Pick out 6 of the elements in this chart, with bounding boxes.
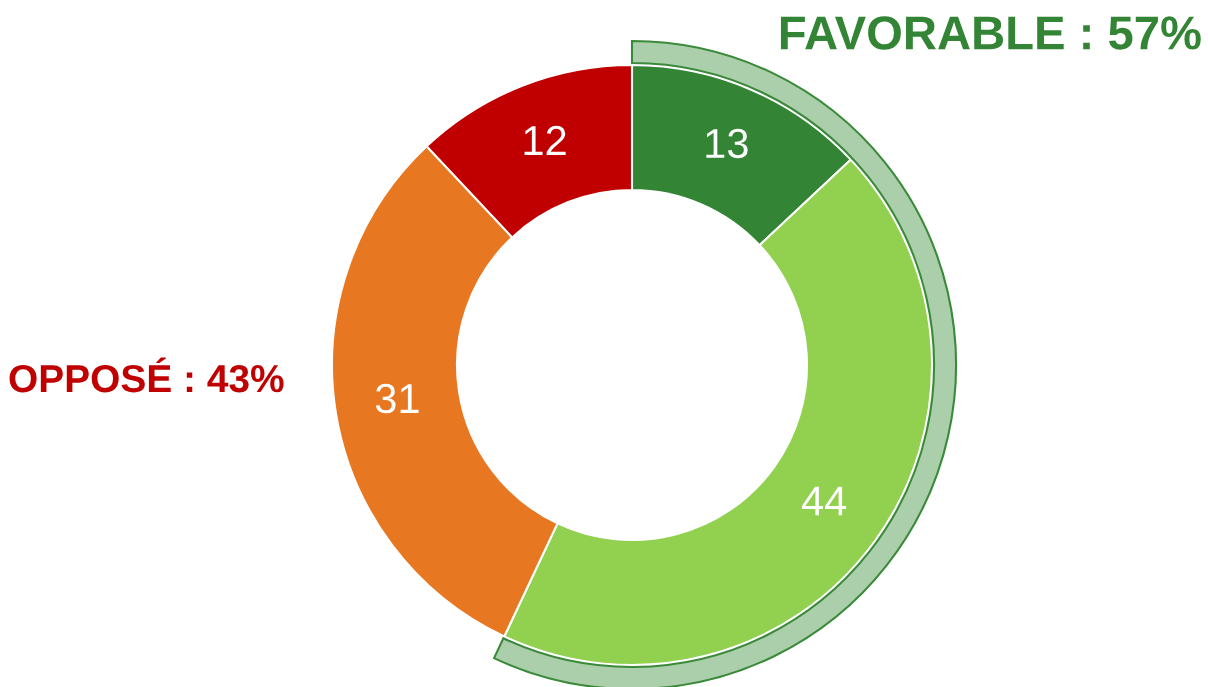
data-label: 44 [801, 486, 847, 516]
text: FAVORABLE : 57% [780, 16, 1201, 50]
data-label: 12 [524, 125, 566, 155]
data-label: 13 [706, 128, 748, 159]
data-label: 31 [375, 383, 419, 414]
text: OPPOSÉ : 43% [9, 357, 284, 393]
